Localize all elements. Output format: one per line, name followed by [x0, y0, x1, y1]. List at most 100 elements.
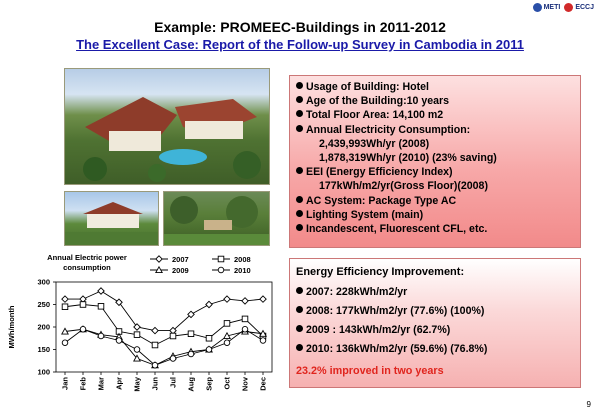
- bullet-icon: [296, 195, 303, 203]
- info-text: Annual Electricity Consumption:: [306, 123, 471, 136]
- efficiency-line-2009: 2009 : 143kWh/m2/yr (62.7%): [296, 321, 574, 340]
- meti-logo-icon: [532, 3, 542, 12]
- page-subtitle: The Excellent Case: Report of the Follow…: [0, 37, 600, 52]
- info-text: Age of the Building:10 years: [306, 95, 450, 108]
- y-axis-label: MWh/month: [7, 305, 16, 348]
- series-2010-point: [205, 346, 213, 353]
- series-2010-point: [115, 337, 123, 344]
- series-2010-point: [151, 361, 159, 369]
- series-2007-point: [115, 298, 123, 307]
- x-tick-label: Feb: [79, 377, 88, 391]
- page-number: 9: [586, 400, 591, 409]
- info-line-age: Age of the Building:10 years: [296, 94, 574, 108]
- page-subtitle-text: The Excellent Case: Report of the Follow…: [76, 37, 524, 52]
- bullet-icon: [296, 110, 303, 118]
- hotel-front-photo: [64, 191, 159, 246]
- legend-2007-label: 2007: [172, 255, 189, 264]
- series-2007-point: [133, 323, 141, 331]
- series-2007-point: [223, 295, 231, 303]
- bullet-icon: [296, 209, 303, 217]
- x-tick-label: Dec: [259, 377, 268, 391]
- x-tick-label: Jun: [151, 377, 160, 391]
- meti-logo-text: METI: [543, 4, 561, 11]
- y-tick-label: 150: [37, 345, 50, 354]
- legend-2009-marker: [155, 265, 163, 274]
- y-tick-label: 200: [37, 323, 50, 332]
- series-2010-point: [241, 325, 249, 333]
- x-tick-label: Oct: [223, 377, 232, 390]
- consumption-line-chart: 100 150 200 250 300 Jan Feb Mar Apr May Jun Jul Aug S…: [7, 255, 273, 392]
- legend-2010-marker: [217, 266, 225, 274]
- series-2007-point: [97, 287, 105, 295]
- efficiency-text: 2010: 136kWh/m2/yr (59.6%) (76.8%): [306, 343, 488, 355]
- info-line-floor-area: Total Floor Area: 14,100 m2: [296, 108, 574, 122]
- info-line-consumption: Annual Electricity Consumption:: [296, 123, 574, 137]
- hotel-aerial-photo: [64, 68, 270, 185]
- bullet-icon: [296, 344, 303, 351]
- series-2008-point: [169, 332, 177, 340]
- x-tick-label: Apr: [115, 377, 124, 390]
- info-text: Total Floor Area: 14,100 m2: [306, 109, 444, 122]
- y-tick-label: 100: [37, 368, 50, 377]
- x-tick-label: Jul: [169, 377, 178, 388]
- series-2010-point: [187, 350, 195, 358]
- info-text: EEI (Energy Efficiency Index): [306, 166, 453, 179]
- efficiency-line-2008: 2008: 177kWh/m2/yr (77.6%) (100%): [296, 302, 574, 321]
- page-title: Example: PROMEEC-Buildings in 2011-2012: [154, 19, 446, 35]
- efficiency-box: Energy Efficiency Improvement: 2007: 228…: [289, 258, 581, 388]
- x-tick-label: May: [133, 376, 142, 391]
- efficiency-title: Energy Efficiency Improvement:: [296, 266, 465, 278]
- series-2010-point: [61, 339, 69, 346]
- y-tick-label: 250: [37, 300, 50, 309]
- series-2008-point: [205, 334, 213, 342]
- series-2009-point: [61, 327, 69, 335]
- y-tick-label: 300: [37, 278, 50, 287]
- info-line-lighting: Lighting System (main): [296, 208, 574, 222]
- series-2008-point: [187, 330, 195, 337]
- series-2009-point: [223, 331, 231, 340]
- x-tick-label: Nov: [241, 376, 250, 391]
- info-line-ac-system: AC System: Package Type AC: [296, 194, 574, 208]
- bullet-icon: [296, 306, 303, 313]
- series-2010-point: [97, 332, 105, 340]
- eccj-logo: ECCJ: [564, 3, 594, 12]
- info-text: Usage of Building: Hotel: [306, 81, 430, 93]
- series-2008-point: [241, 315, 249, 323]
- hotel-garden-photo: [163, 191, 270, 246]
- series-2007-point: [187, 310, 195, 319]
- series-2008-point: [151, 341, 159, 349]
- legend-2007-marker: [155, 255, 163, 263]
- efficiency-line-2010: 2010: 136kWh/m2/yr (59.6%) (76.8%): [296, 340, 574, 359]
- series-2009-point: [133, 354, 141, 362]
- efficiency-line-2007: 2007: 228kWh/m2/yr: [296, 283, 574, 302]
- building-info-box: Usage of Building: Hotel Age of the Buil…: [289, 75, 581, 248]
- x-tick-label: Aug: [187, 377, 196, 392]
- series-2010-point: [223, 339, 231, 346]
- header-logos: METI ECCJ: [532, 3, 594, 12]
- chart-title: Annual Electric power consumption: [47, 253, 127, 272]
- series-2010-point: [133, 346, 141, 353]
- legend-2008-marker: [217, 255, 225, 263]
- series-2010-point: [259, 337, 267, 344]
- bullet-icon: [296, 287, 303, 294]
- legend-2010-label: 2010: [234, 266, 251, 275]
- bullet-icon: [296, 325, 303, 332]
- efficiency-text: 2007: 228kWh/m2/yr: [306, 286, 408, 298]
- info-line-eei-value: 177kWh/m2/yr(Gross Floor)(2008): [319, 180, 488, 193]
- efficiency-text: 2008: 177kWh/m2/yr (77.6%) (100%): [306, 305, 485, 317]
- bullet-icon: [296, 96, 303, 104]
- hotel-front-illustration: [65, 202, 158, 245]
- legend-2008-label: 2008: [234, 255, 251, 264]
- info-line-lamp-types: Incandescent, Fluorescent CFL, etc.: [296, 222, 574, 236]
- series-2009-line: [64, 328, 264, 366]
- series-2010-point: [169, 355, 177, 362]
- series-2008-point: [133, 331, 141, 338]
- bullet-icon: [296, 82, 303, 89]
- series-2007-point: [241, 297, 249, 305]
- eccj-logo-text: ECCJ: [575, 4, 594, 11]
- legend-2009-label: 2009: [172, 266, 189, 275]
- plot-area: [55, 281, 273, 373]
- bullet-icon: [296, 167, 303, 175]
- info-text: Lighting System (main): [306, 208, 424, 221]
- hotel-aerial-illustration: [83, 97, 261, 182]
